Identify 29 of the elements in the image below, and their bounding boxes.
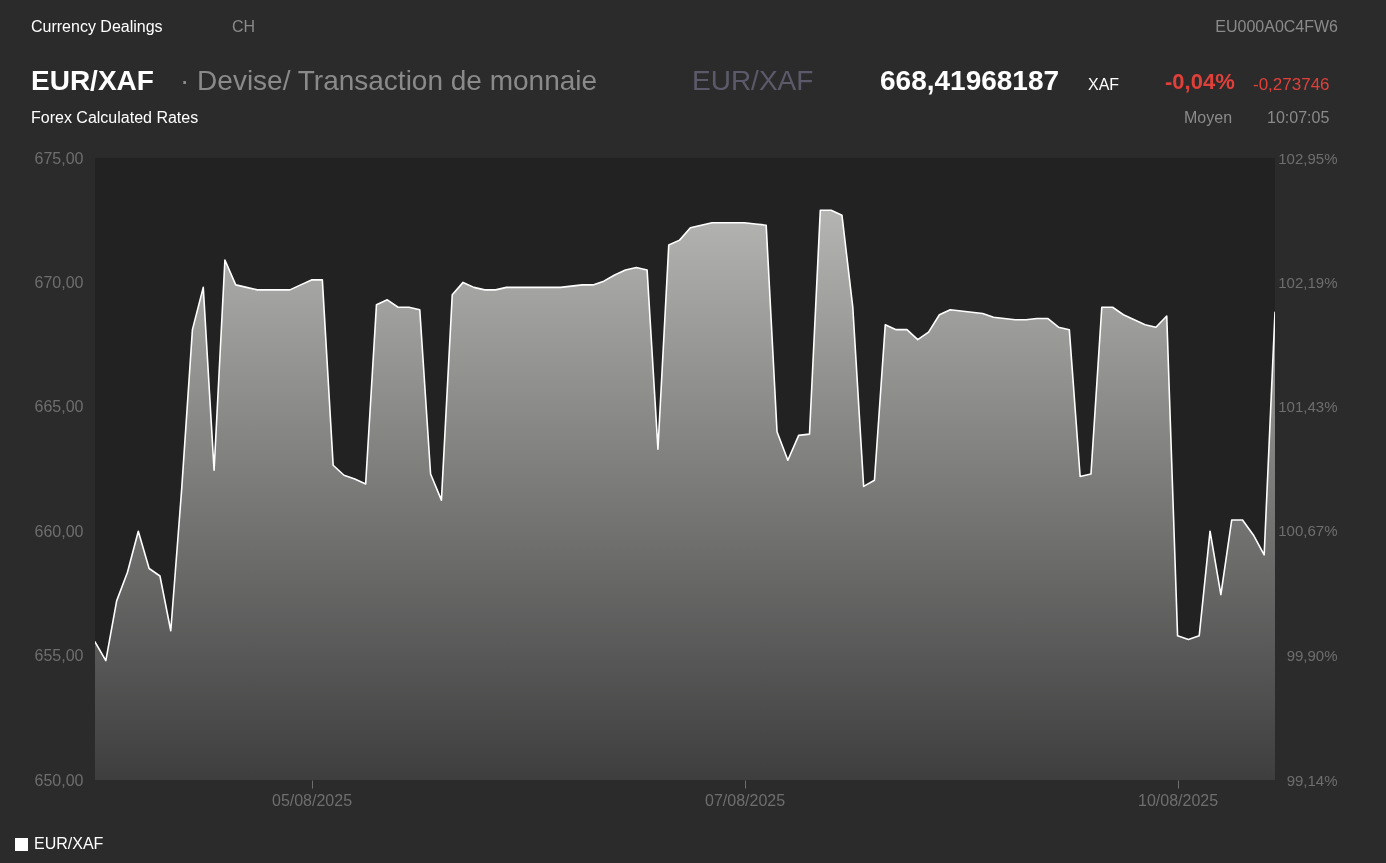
text: -0,04% [1165, 69, 1235, 94]
y-tick-label: 650,00 [34, 771, 84, 789]
text: Currency Dealings [31, 18, 163, 35]
y2-tick-label: 102,95% [1278, 149, 1338, 167]
text: XAF [1088, 76, 1120, 93]
text: 668,41968187 [880, 65, 1060, 96]
y2-tick-label: 102,19% [1278, 273, 1338, 291]
text: CH [232, 18, 256, 35]
text: EU000A0C4FW6 [1215, 18, 1338, 35]
chart-subtitle: · Devise/ Transaction de monnaie [180, 65, 598, 96]
x-tick-label: 07/08/2025 [705, 791, 786, 809]
text: Moyen [1184, 109, 1233, 126]
y2-tick-label: 100,67% [1278, 521, 1338, 539]
y-tick-label: 675,00 [34, 149, 84, 167]
x-tick-label: 10/08/2025 [1138, 791, 1219, 809]
y2-tick-label: 99,90% [1286, 647, 1338, 665]
y-tick-label: 660,00 [34, 522, 84, 540]
text: -0,273746 [1253, 75, 1330, 94]
y-tick-label: 670,00 [34, 273, 84, 291]
y2-tick-label: 99,14% [1286, 771, 1338, 789]
legend-label: EUR/XAF [34, 835, 104, 853]
y2-tick-label: 101,43% [1278, 397, 1338, 415]
text: EUR/XAF [692, 65, 814, 96]
text: Forex Calculated Rates [31, 109, 199, 126]
text: 10:07:05 [1267, 109, 1330, 126]
x-tick-label: 05/08/2025 [271, 791, 353, 809]
chart-title: EUR/XAF [31, 65, 154, 96]
y-tick-label: 655,00 [34, 647, 84, 665]
y-tick-label: 665,00 [34, 398, 84, 416]
